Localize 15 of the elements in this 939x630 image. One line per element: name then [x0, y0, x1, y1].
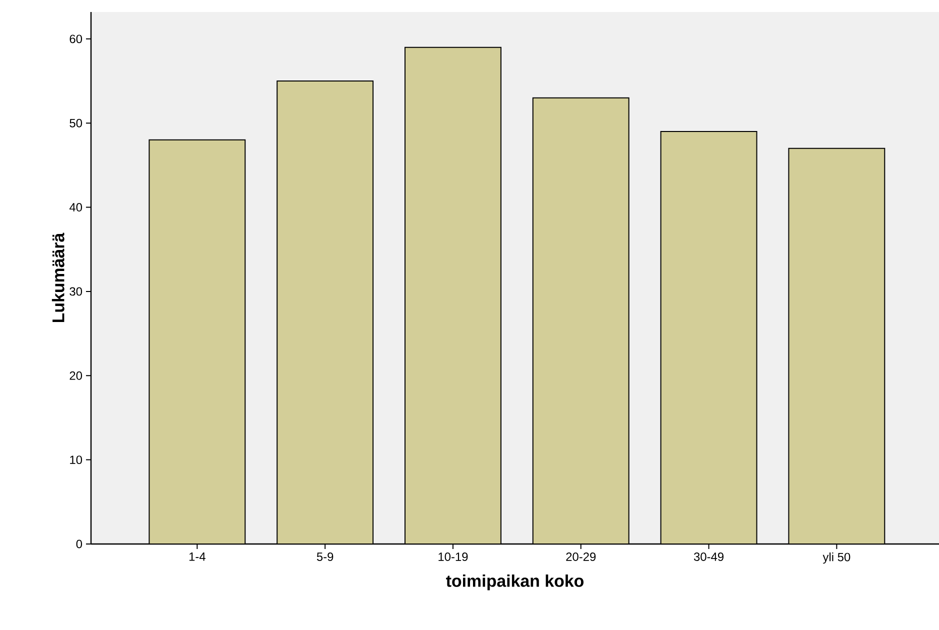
y-tick-label: 0 — [76, 540, 82, 548]
x-tick-label: 5-9 — [316, 552, 334, 561]
x-tick-label: 1-4 — [189, 552, 206, 561]
y-tick-label: 30 — [70, 287, 82, 296]
x-tick-label: yli 50 — [822, 552, 850, 564]
y-tick-label: 50 — [70, 118, 82, 128]
y-tick-label: 60 — [70, 34, 82, 44]
y-tick-label: 40 — [69, 203, 82, 212]
x-axis-title: toimipaikan koko — [446, 574, 584, 590]
y-tick-label: 20 — [70, 371, 82, 380]
x-tick-label: 10-19 — [438, 552, 468, 561]
y-axis-title: Lukumäärä — [52, 232, 64, 322]
x-tick-label: 20-29 — [566, 552, 596, 561]
y-tick-label: 10 — [70, 456, 82, 464]
x-tick-label: 30-49 — [694, 552, 724, 561]
